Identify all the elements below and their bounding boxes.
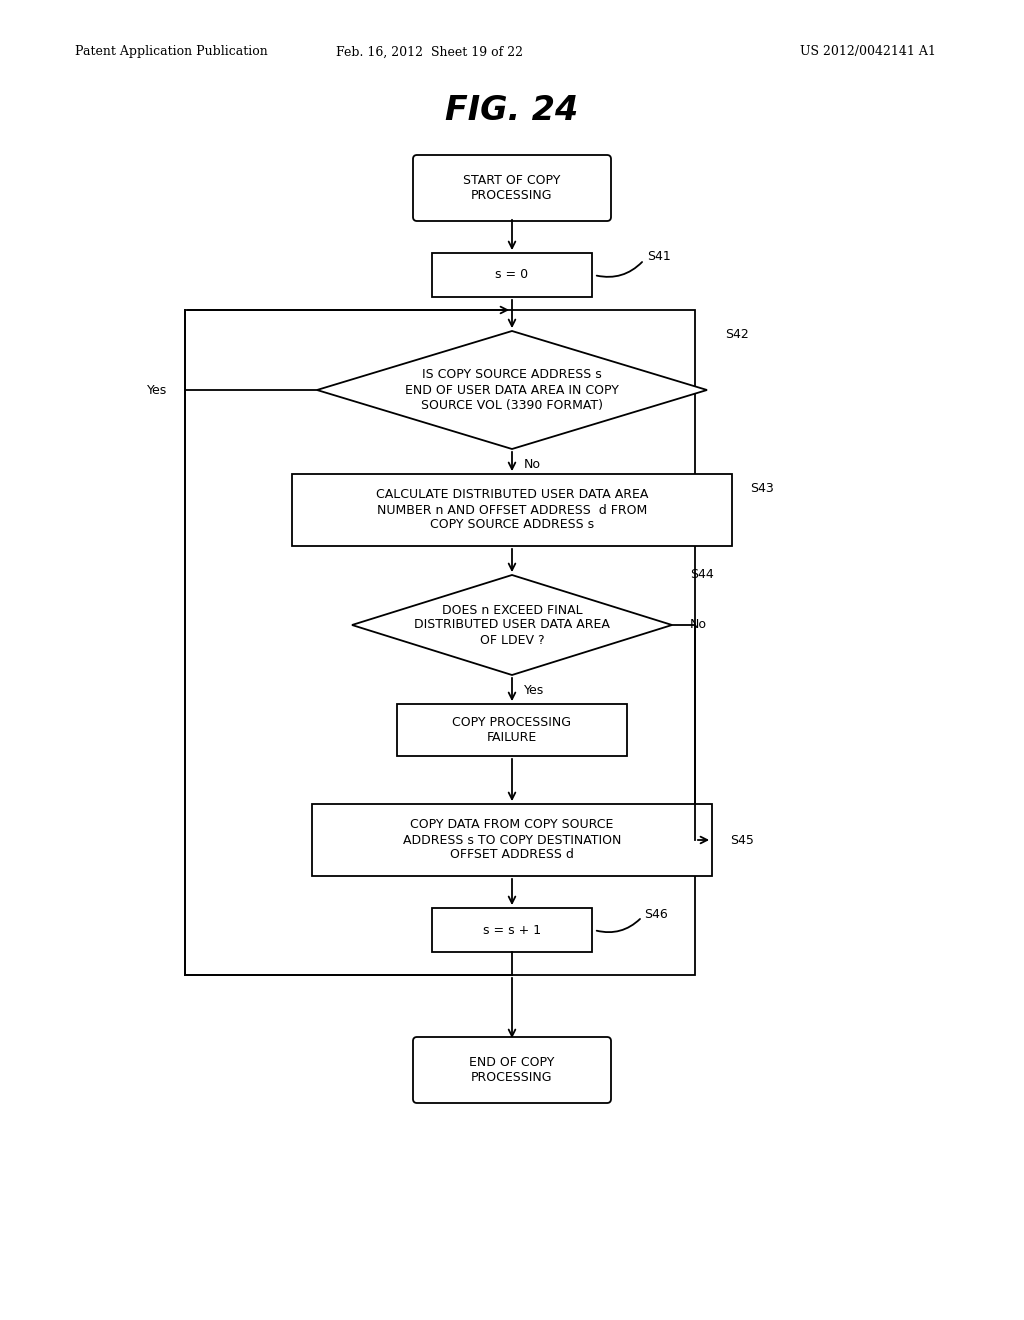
Text: Feb. 16, 2012  Sheet 19 of 22: Feb. 16, 2012 Sheet 19 of 22 (337, 45, 523, 58)
Text: S41: S41 (647, 251, 671, 264)
Text: S42: S42 (725, 329, 749, 342)
Text: DOES n EXCEED FINAL
DISTRIBUTED USER DATA AREA
OF LDEV ?: DOES n EXCEED FINAL DISTRIBUTED USER DAT… (414, 603, 610, 647)
Text: IS COPY SOURCE ADDRESS s
END OF USER DATA AREA IN COPY
SOURCE VOL (3390 FORMAT): IS COPY SOURCE ADDRESS s END OF USER DAT… (406, 368, 618, 412)
Text: END OF COPY
PROCESSING: END OF COPY PROCESSING (469, 1056, 555, 1084)
FancyBboxPatch shape (413, 154, 611, 220)
Text: Yes: Yes (146, 384, 167, 396)
Text: FIG. 24: FIG. 24 (445, 94, 579, 127)
Text: S46: S46 (644, 908, 668, 920)
Text: Yes: Yes (524, 685, 544, 697)
Text: US 2012/0042141 A1: US 2012/0042141 A1 (800, 45, 936, 58)
Bar (397, 704, 627, 756)
Text: S44: S44 (690, 569, 714, 582)
Text: START OF COPY
PROCESSING: START OF COPY PROCESSING (463, 174, 561, 202)
Polygon shape (352, 576, 672, 675)
Bar (292, 474, 732, 546)
Text: S43: S43 (750, 482, 774, 495)
Bar (432, 908, 592, 952)
Text: No: No (690, 619, 707, 631)
Bar (432, 253, 592, 297)
Text: CALCULATE DISTRIBUTED USER DATA AREA
NUMBER n AND OFFSET ADDRESS  d FROM
COPY SO: CALCULATE DISTRIBUTED USER DATA AREA NUM… (376, 488, 648, 532)
Text: No: No (524, 458, 541, 471)
Polygon shape (317, 331, 707, 449)
Text: S45: S45 (730, 833, 754, 846)
Text: COPY PROCESSING
FAILURE: COPY PROCESSING FAILURE (453, 715, 571, 744)
Text: Patent Application Publication: Patent Application Publication (75, 45, 267, 58)
Bar (312, 804, 712, 876)
Text: s = s + 1: s = s + 1 (483, 924, 541, 936)
Text: COPY DATA FROM COPY SOURCE
ADDRESS s TO COPY DESTINATION
OFFSET ADDRESS d: COPY DATA FROM COPY SOURCE ADDRESS s TO … (402, 818, 622, 862)
Bar (185, 310, 695, 975)
Text: s = 0: s = 0 (496, 268, 528, 281)
FancyBboxPatch shape (413, 1038, 611, 1104)
